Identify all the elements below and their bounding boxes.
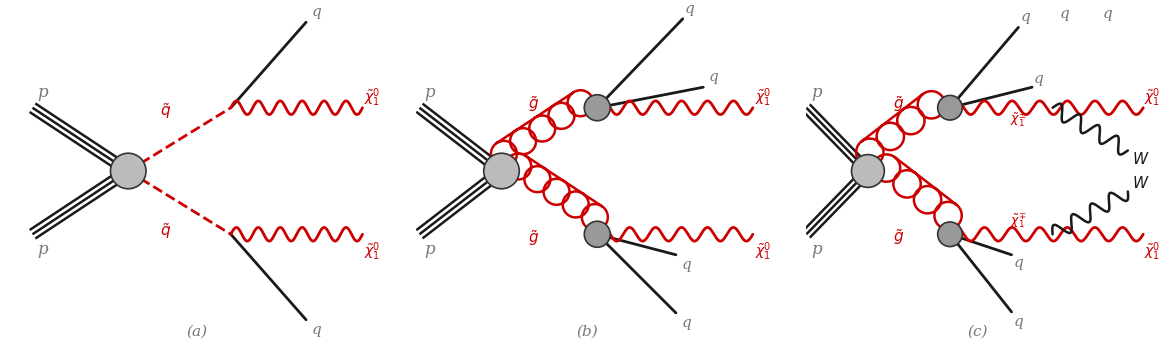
Text: (c): (c) bbox=[967, 325, 987, 339]
Text: p: p bbox=[424, 241, 436, 258]
Text: p: p bbox=[811, 84, 822, 101]
Text: $\tilde{q}$: $\tilde{q}$ bbox=[161, 221, 171, 241]
Text: $\tilde{\chi}_1^0$: $\tilde{\chi}_1^0$ bbox=[1145, 86, 1161, 109]
Text: $\tilde{q}$: $\tilde{q}$ bbox=[161, 101, 171, 121]
Text: (a): (a) bbox=[187, 325, 207, 339]
Text: $\tilde{\chi}_1^0$: $\tilde{\chi}_1^0$ bbox=[364, 240, 380, 263]
Text: q: q bbox=[1034, 72, 1044, 86]
Circle shape bbox=[851, 155, 884, 187]
Text: $\tilde{g}$: $\tilde{g}$ bbox=[528, 228, 540, 248]
Circle shape bbox=[585, 95, 610, 121]
Text: $\tilde{\chi}_1^0$: $\tilde{\chi}_1^0$ bbox=[755, 86, 771, 109]
Text: q: q bbox=[1060, 7, 1070, 21]
Text: q: q bbox=[1013, 256, 1024, 270]
Text: $\tilde{\chi}_1^0$: $\tilde{\chi}_1^0$ bbox=[1145, 240, 1161, 263]
Text: $\tilde{\chi}_1^{\mp}$: $\tilde{\chi}_1^{\mp}$ bbox=[1010, 211, 1026, 230]
Text: q: q bbox=[684, 2, 695, 15]
Text: $W$: $W$ bbox=[1132, 151, 1149, 167]
Text: $\tilde{\chi}_1^0$: $\tilde{\chi}_1^0$ bbox=[755, 240, 771, 263]
Text: q: q bbox=[681, 258, 691, 272]
Text: p: p bbox=[38, 84, 48, 101]
Text: $\tilde{g}$: $\tilde{g}$ bbox=[528, 94, 540, 114]
Text: $\tilde{\chi}_1^{\pm}$: $\tilde{\chi}_1^{\pm}$ bbox=[1010, 110, 1026, 129]
Circle shape bbox=[938, 222, 963, 247]
Text: q: q bbox=[681, 316, 691, 330]
Text: q: q bbox=[709, 70, 718, 84]
Text: (b): (b) bbox=[576, 325, 598, 339]
Circle shape bbox=[110, 153, 146, 189]
Text: $\tilde{g}$: $\tilde{g}$ bbox=[893, 227, 904, 247]
Text: q: q bbox=[1102, 7, 1112, 21]
Circle shape bbox=[484, 153, 519, 189]
Text: q: q bbox=[1020, 10, 1030, 24]
Text: p: p bbox=[811, 241, 822, 258]
Text: p: p bbox=[38, 241, 48, 258]
Text: $W$: $W$ bbox=[1132, 175, 1149, 191]
Text: q: q bbox=[1013, 315, 1024, 329]
Text: q: q bbox=[311, 5, 322, 19]
Text: p: p bbox=[424, 84, 436, 101]
Text: q: q bbox=[311, 323, 322, 337]
Circle shape bbox=[938, 95, 963, 120]
Circle shape bbox=[585, 221, 610, 247]
Text: $\tilde{\chi}_1^0$: $\tilde{\chi}_1^0$ bbox=[364, 86, 380, 109]
Text: $\tilde{g}$: $\tilde{g}$ bbox=[893, 94, 904, 114]
